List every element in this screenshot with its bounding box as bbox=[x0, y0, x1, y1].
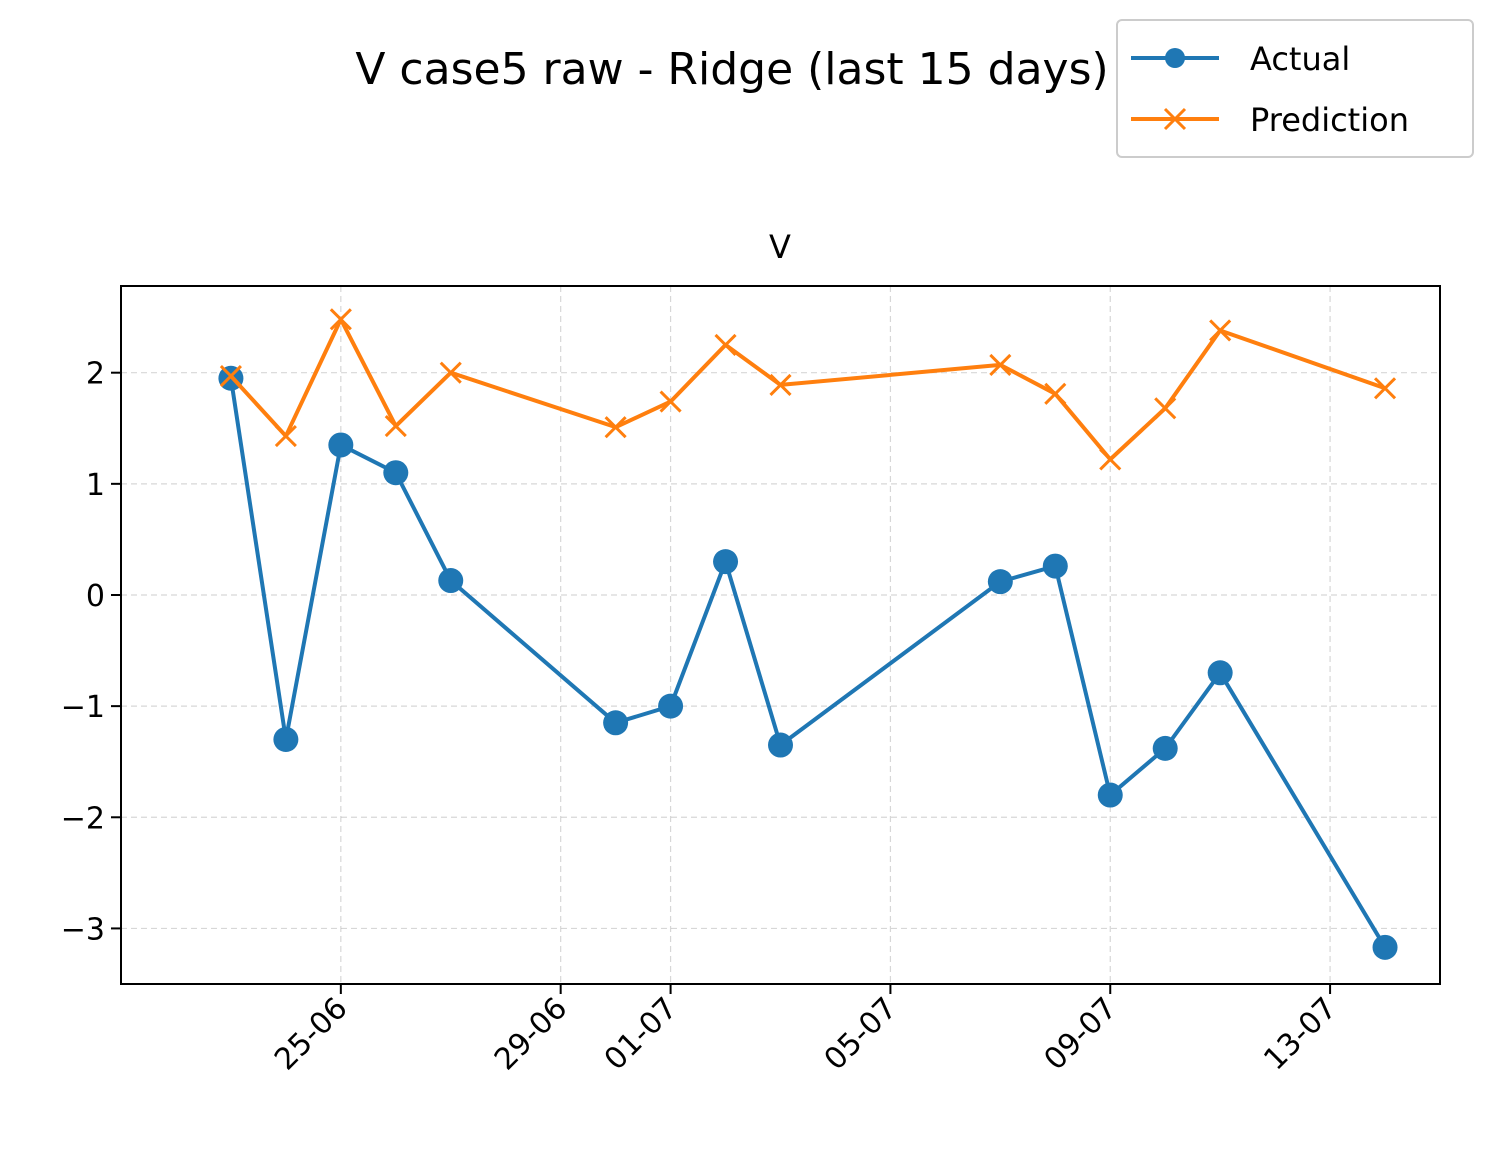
data-point-actual bbox=[713, 549, 739, 575]
data-point-prediction bbox=[384, 414, 407, 438]
plot-frame bbox=[120, 285, 1441, 985]
legend-marker-prediction bbox=[1163, 107, 1187, 131]
data-point-prediction bbox=[989, 353, 1012, 376]
data-point-actual bbox=[273, 726, 299, 752]
figure-title: V case5 raw - Ridge (last 15 days) bbox=[355, 44, 1108, 95]
data-point-actual bbox=[1152, 735, 1178, 761]
data-point-prediction bbox=[274, 424, 297, 448]
data-point-actual bbox=[603, 710, 629, 736]
data-point-prediction bbox=[1044, 382, 1067, 405]
data-point-prediction bbox=[1209, 319, 1232, 342]
legend-label-actual: Actual bbox=[1250, 40, 1350, 78]
y-tick-label: 2 bbox=[86, 357, 105, 392]
data-point-prediction bbox=[439, 361, 462, 384]
data-point-actual bbox=[768, 732, 793, 758]
y-tick-label: −2 bbox=[61, 801, 105, 836]
data-point-actual bbox=[658, 693, 684, 719]
data-point-actual bbox=[1207, 660, 1233, 686]
data-point-prediction bbox=[714, 333, 737, 356]
data-point-prediction bbox=[659, 390, 682, 413]
data-point-prediction bbox=[604, 416, 627, 439]
data-point-actual bbox=[1042, 553, 1068, 579]
legend-entry-actual: Actual bbox=[1131, 40, 1350, 78]
data-point-actual bbox=[383, 460, 409, 486]
data-point-actual bbox=[987, 569, 1013, 595]
data-point-prediction bbox=[769, 373, 792, 396]
series-layer bbox=[218, 308, 1398, 960]
data-point-actual bbox=[438, 568, 464, 594]
legend-box bbox=[1116, 19, 1474, 158]
y-tick-label: −3 bbox=[61, 912, 105, 947]
series-prediction bbox=[219, 308, 1397, 471]
legend-label-prediction: Prediction bbox=[1250, 101, 1409, 139]
legend-marker-actual bbox=[1165, 48, 1185, 68]
data-point-actual bbox=[1097, 782, 1123, 808]
axes-title: V bbox=[769, 228, 791, 266]
y-tick-label: −1 bbox=[61, 690, 105, 725]
grid-lines bbox=[121, 286, 1440, 984]
y-tick-label: 1 bbox=[86, 468, 105, 503]
data-point-actual bbox=[1372, 934, 1398, 960]
data-point-actual bbox=[328, 432, 354, 458]
y-tick-label: 0 bbox=[86, 579, 105, 614]
legend-entry-prediction: Prediction bbox=[1131, 101, 1409, 139]
series-actual bbox=[218, 365, 1398, 960]
legend: Actual Prediction bbox=[1116, 19, 1474, 158]
data-point-prediction bbox=[1154, 397, 1177, 420]
data-point-prediction bbox=[329, 308, 352, 331]
data-point-prediction bbox=[219, 364, 242, 388]
data-point-prediction bbox=[1099, 448, 1122, 471]
y-axis: 2 1 0 −1 −2 −3 bbox=[61, 357, 121, 947]
data-point-prediction bbox=[1373, 377, 1397, 400]
